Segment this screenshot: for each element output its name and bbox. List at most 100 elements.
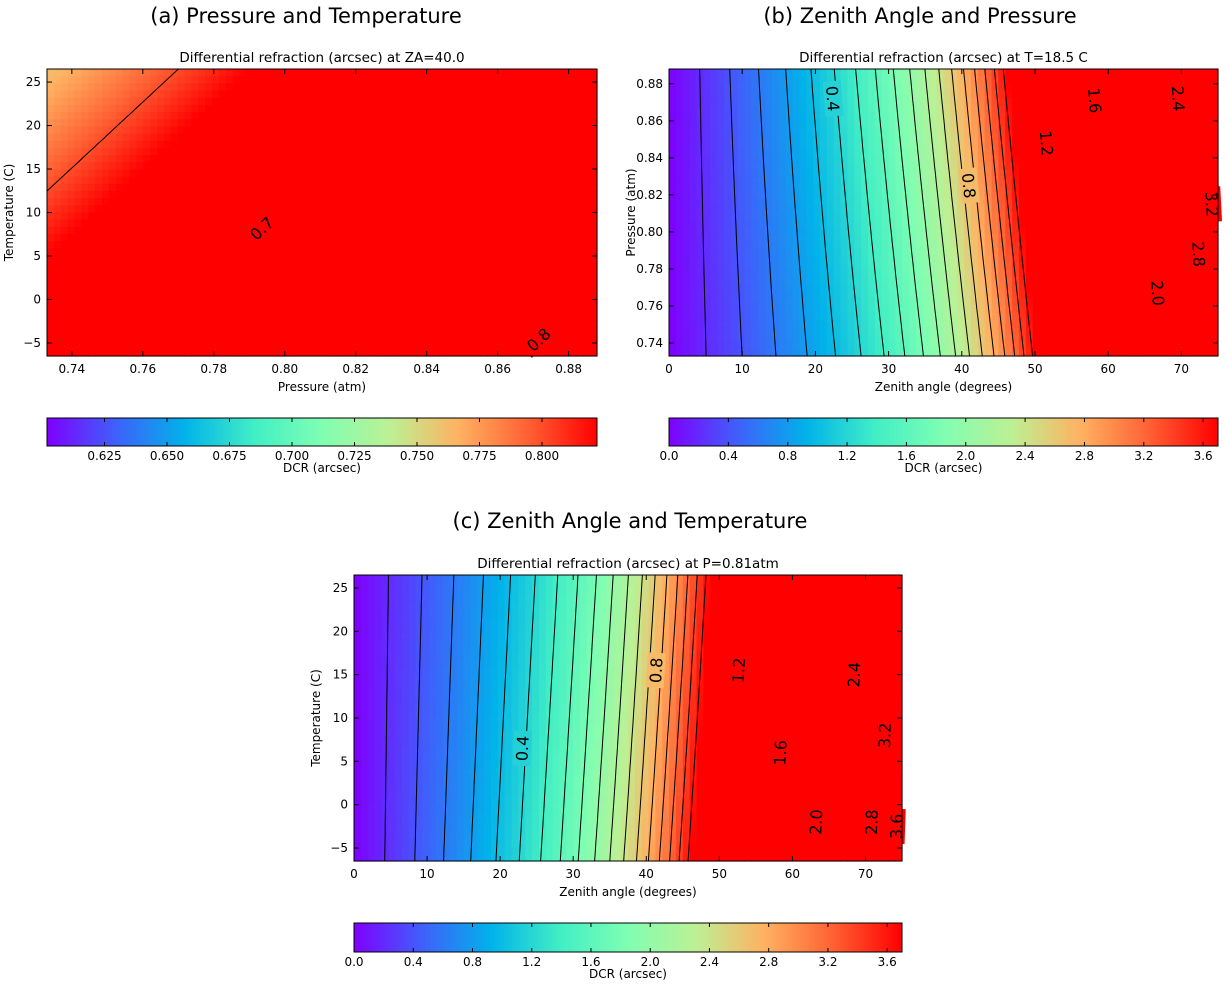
panel-a-heat-cell: [136, 126, 144, 135]
panel-b-heat-cell: [675, 104, 684, 113]
panel-b-heat-cell: [1135, 176, 1144, 185]
panel-b-heat-cell: [902, 76, 910, 84]
panel-a-heat-cell: [569, 219, 577, 228]
panel-a-heat-cell: [548, 155, 557, 163]
panel-b-heat-cell: [723, 69, 732, 77]
panel-a-heat-cell: [328, 162, 337, 171]
panel-a-heat-cell: [205, 190, 213, 199]
panel-a-heat-cell: [404, 305, 412, 314]
panel-a-heat-cell: [335, 183, 344, 192]
panel-b-heat-cell: [1073, 169, 1082, 178]
panel-a-heat-cell: [150, 112, 158, 120]
panel-a-heat-cell: [528, 162, 536, 171]
panel-b-heat-cell: [1073, 155, 1082, 163]
panel-a-heat-cell: [150, 133, 158, 142]
panel-a-heat-cell: [150, 69, 158, 77]
panel-b-heat-cell: [744, 205, 752, 214]
panel-a-heat-cell: [397, 155, 406, 163]
panel-b-heat-cell: [1046, 176, 1054, 185]
panel-a-heat-cell: [246, 277, 254, 285]
panel-a-heat-cell: [170, 277, 179, 285]
panel-a-heat-cell: [555, 320, 564, 328]
panel-a-heat-cell: [136, 162, 144, 171]
panel-a-heat-cell: [425, 327, 433, 336]
panel-a-heat-cell: [225, 90, 234, 99]
panel-a-heat-cell: [390, 234, 399, 242]
panel-b-heat-cell: [888, 183, 897, 192]
panel-a-heat-cell: [493, 248, 502, 257]
panel-b-heat-cell: [840, 212, 849, 221]
panel-a-heat-cell: [108, 183, 117, 192]
panel-a-heat-cell: [383, 226, 392, 235]
panel-b-heat-cell: [819, 97, 828, 106]
panel-a-heat-cell: [328, 190, 337, 199]
panel-b-heat-cell: [723, 147, 732, 156]
panel-a-heat-cell: [590, 312, 598, 321]
panel-b-heat-cell: [1025, 90, 1034, 99]
panel-a-heat-cell: [191, 205, 199, 214]
panel-a-heat-cell: [108, 320, 117, 328]
panel-a-heat-cell: [322, 126, 330, 135]
panel-a-heat-cell: [377, 198, 385, 206]
panel-a-heat-cell: [445, 126, 454, 135]
panel-a-heat-cell: [548, 104, 557, 113]
panel-a-heat-cell: [418, 126, 426, 135]
panel-a-heat-cell: [473, 140, 481, 149]
panel-b-heat-cell: [806, 219, 814, 228]
panel-a-heat-cell: [177, 205, 186, 214]
panel-a-heat-cell: [590, 162, 598, 171]
panel-a-heat-cell: [411, 277, 419, 285]
panel-a-heat-cell: [102, 112, 110, 120]
panel-a-heat-cell: [198, 126, 206, 135]
panel-a-heat-cell: [205, 147, 213, 156]
panel-a-heat-cell: [53, 83, 62, 92]
panel-a-heat-cell: [438, 341, 447, 350]
panel-a-heat-cell: [583, 183, 591, 192]
panel-b-heat-cell: [1025, 133, 1034, 142]
panel-b-heat-cell: [1197, 90, 1205, 99]
panel-a-heat-cell: [184, 169, 192, 178]
panel-b-heat-cell: [1108, 176, 1116, 185]
panel-a-heat-cell: [445, 104, 454, 113]
panel-a-heat-cell: [218, 255, 227, 264]
panel-a-heat-cell: [184, 183, 192, 192]
panel-b-heat-cell: [1073, 126, 1082, 135]
panel-a-heat-cell: [335, 119, 344, 127]
panel-a-heat-cell: [445, 341, 454, 350]
panel-b-heat-cell: [689, 83, 698, 92]
panel-a-heat-cell: [308, 248, 316, 257]
panel-a-heat-cell: [170, 176, 179, 185]
panel-a-heat-cell: [301, 327, 309, 336]
panel-a-heat-cell: [377, 255, 385, 264]
panel-a-heat-cell: [88, 334, 96, 343]
panel-a-heat-cell: [542, 126, 550, 135]
panel-a-heat-cell: [239, 241, 247, 249]
panel-a-heat-cell: [528, 277, 536, 285]
panel-a-heat-cell: [308, 83, 316, 92]
panel-b-heat-cell: [737, 133, 746, 142]
panel-a-heat-cell: [452, 241, 461, 249]
panel-a-heat-cell: [328, 183, 337, 192]
panel-b-heat-cell: [936, 69, 945, 77]
panel-a-heat-cell: [562, 190, 571, 199]
panel-a-heat-cell: [473, 162, 481, 171]
panel-a-heat-cell: [67, 155, 76, 163]
panel-a-heat-cell: [548, 176, 557, 185]
panel-a-heat-cell: [418, 76, 426, 84]
panel-a-heat-cell: [273, 169, 282, 178]
panel-a-heat-cell: [267, 334, 275, 343]
panel-b-heat-cell: [902, 205, 910, 214]
panel-a-heat-cell: [322, 269, 330, 278]
panel-a-heat-cell: [390, 212, 399, 221]
panel-b-heat-cell: [909, 198, 917, 206]
panel-b-heat-cell: [1067, 162, 1075, 171]
panel-a-heat-cell: [205, 83, 213, 92]
panel-b-heat-cell: [1067, 198, 1075, 206]
panel-a-heat-cell: [170, 269, 179, 278]
panel-a-heat-cell: [507, 162, 516, 171]
panel-a-heat-cell: [493, 183, 502, 192]
panel-a-heat-cell: [383, 320, 392, 328]
panel-a-heat-cell: [528, 133, 536, 142]
panel-a-heat-cell: [273, 69, 282, 77]
panel-a-heat-cell: [157, 212, 165, 221]
